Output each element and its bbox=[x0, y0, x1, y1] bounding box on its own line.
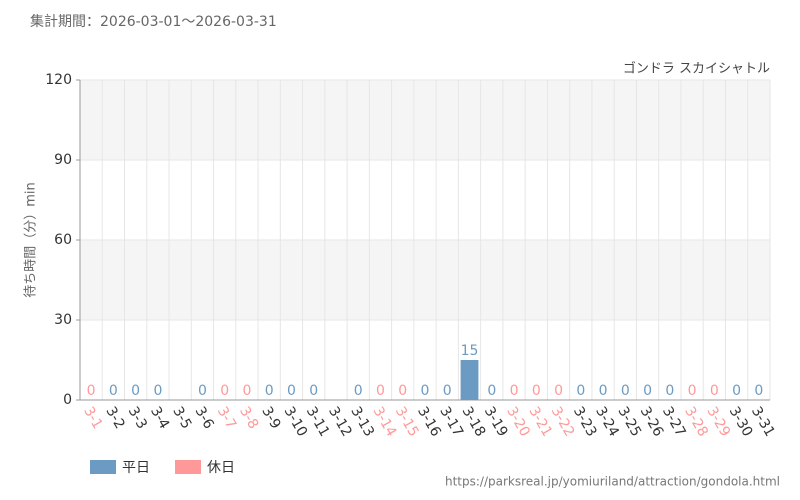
x-tick-label: 3-4 bbox=[147, 404, 172, 432]
footer: https://parksreal.jp/yomiuriland/attract… bbox=[445, 475, 780, 489]
value-label: 15 bbox=[461, 343, 479, 359]
value-label: 0 bbox=[665, 383, 674, 399]
value-label: 0 bbox=[354, 383, 363, 399]
value-label: 0 bbox=[131, 383, 140, 399]
x-tick-label: 3-8 bbox=[236, 404, 261, 432]
x-tick-label: 3-3 bbox=[125, 404, 150, 432]
legend-swatch bbox=[175, 460, 201, 474]
plot-band bbox=[80, 80, 770, 160]
x-tick-label: 3-2 bbox=[102, 404, 127, 432]
value-label: 0 bbox=[621, 383, 630, 399]
x-tick-label: 3-1 bbox=[80, 404, 105, 432]
y-tick-label: 90 bbox=[54, 152, 72, 168]
value-label: 0 bbox=[532, 383, 541, 399]
value-label: 0 bbox=[109, 383, 118, 399]
value-label: 0 bbox=[198, 383, 207, 399]
x-tick-label: 3-9 bbox=[258, 404, 283, 432]
plot-band bbox=[80, 240, 770, 320]
value-label: 0 bbox=[220, 383, 229, 399]
value-label: 0 bbox=[376, 383, 385, 399]
x-tick-label: 3-31 bbox=[748, 404, 778, 440]
value-label: 0 bbox=[643, 383, 652, 399]
y-tick-label: 60 bbox=[54, 232, 72, 248]
value-label: 0 bbox=[309, 383, 318, 399]
value-label: 0 bbox=[754, 383, 763, 399]
value-label: 0 bbox=[487, 383, 496, 399]
y-tick-label: 30 bbox=[54, 312, 72, 328]
value-label: 0 bbox=[443, 383, 452, 399]
y-tick-label: 120 bbox=[45, 72, 72, 88]
value-label: 0 bbox=[265, 383, 274, 399]
value-label: 0 bbox=[398, 383, 407, 399]
y-axis-label: 待ち時間（分）min bbox=[24, 182, 39, 298]
value-label: 0 bbox=[153, 383, 162, 399]
x-tick-label: 3-6 bbox=[191, 404, 216, 432]
value-label: 0 bbox=[554, 383, 563, 399]
value-label: 0 bbox=[421, 383, 430, 399]
x-tick-label: 3-5 bbox=[169, 404, 194, 432]
chart-header: 集計期間：2026-03-01～2026-03-31 bbox=[30, 13, 277, 30]
legend-label: 平日 bbox=[122, 460, 150, 476]
value-label: 0 bbox=[287, 383, 296, 399]
value-label: 0 bbox=[599, 383, 608, 399]
value-label: 0 bbox=[732, 383, 741, 399]
value-label: 0 bbox=[576, 383, 585, 399]
value-label: 0 bbox=[87, 383, 96, 399]
bar bbox=[460, 360, 479, 400]
value-label: 0 bbox=[510, 383, 519, 399]
value-label: 0 bbox=[710, 383, 719, 399]
y-tick-label: 0 bbox=[63, 392, 72, 408]
value-label: 0 bbox=[688, 383, 697, 399]
legend-label: 休日 bbox=[207, 460, 235, 476]
value-label: 0 bbox=[242, 383, 251, 399]
chart-title: ゴンドラ スカイシャトル bbox=[623, 61, 770, 77]
x-tick-label: 3-7 bbox=[214, 404, 239, 432]
legend-swatch bbox=[90, 460, 116, 474]
